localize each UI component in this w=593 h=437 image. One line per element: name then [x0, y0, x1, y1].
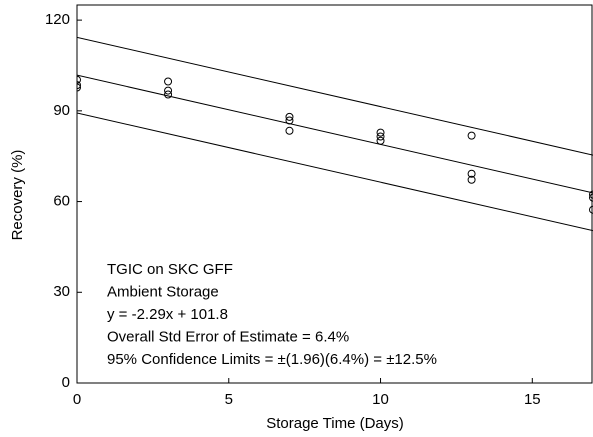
y-tick-label: 60 — [53, 193, 70, 210]
point — [77, 75, 81, 84]
x-tick-label: 10 — [372, 391, 389, 408]
point — [589, 205, 593, 214]
fit-line — [77, 36, 593, 156]
y-tick-label: 30 — [53, 283, 70, 300]
y-tick-label: 0 — [62, 374, 70, 391]
annotation: TGIC on SKC GFF — [107, 261, 233, 278]
point — [164, 90, 173, 99]
point — [589, 193, 593, 202]
plot-area — [77, 36, 593, 232]
point — [467, 175, 476, 184]
point — [467, 131, 476, 140]
point — [164, 77, 173, 86]
point — [77, 83, 81, 92]
point — [467, 169, 476, 178]
point — [77, 81, 81, 90]
annotation: y = -2.29x + 101.8 — [107, 306, 228, 323]
x-tick-label: 5 — [225, 391, 233, 408]
point — [285, 112, 294, 121]
annotation: 95% Confidence Limits = ±(1.96)(6.4%) = … — [107, 351, 437, 368]
plot-frame — [76, 4, 593, 384]
x-axis-title: Storage Time (Days) — [266, 415, 404, 432]
y-tick-label: 90 — [53, 102, 70, 119]
y-tick-label: 120 — [45, 11, 70, 28]
point — [164, 86, 173, 95]
fit-line — [77, 74, 593, 194]
point — [376, 128, 385, 137]
point — [589, 190, 593, 199]
x-tick-label: 15 — [524, 391, 541, 408]
point — [376, 136, 385, 145]
point — [285, 116, 294, 125]
x-tick-label: 0 — [73, 391, 81, 408]
point — [376, 132, 385, 141]
point — [285, 126, 294, 135]
fit-line — [77, 112, 593, 232]
y-axis-title: Recovery (%) — [9, 150, 26, 241]
annotation: Overall Std Error of Estimate = 6.4% — [107, 328, 349, 345]
annotation: Ambient Storage — [107, 283, 219, 300]
